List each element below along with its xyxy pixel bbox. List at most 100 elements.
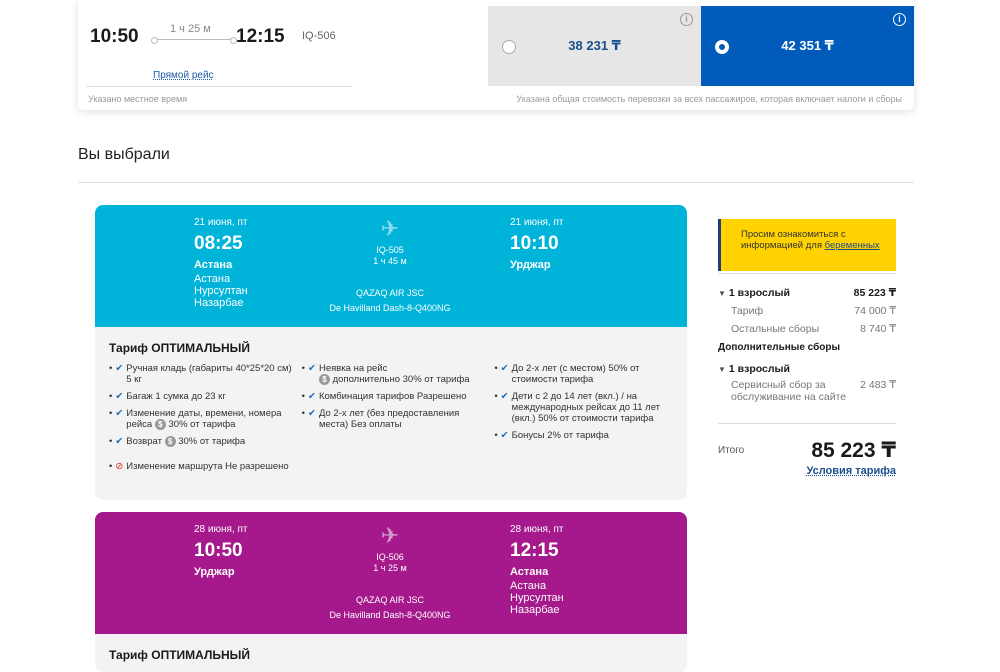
departure-column: 21 июня, пт 08:25 Астана Астана Нурсулта… [194,217,264,309]
divider [78,182,914,183]
flight-number: IQ-505 [376,245,404,255]
dollar-icon: $ [154,419,166,430]
check-icon: ✔ [308,408,316,419]
arrival-airport: Астана Нурсултан Назарбае [510,580,564,616]
check-icon: ✔ [115,436,124,447]
fare-price: 42 351 ₸ [781,38,834,53]
aircraft: De Havilland Dash-8-Q400NG [329,303,451,313]
fare-option-economy[interactable]: 38 231 ₸ i [488,6,701,86]
arrival-column: 21 июня, пт 10:10 Урджар [510,217,563,271]
departure-column: 28 июня, пт 10:50 Урджар [194,524,247,578]
divider [718,273,896,274]
direct-flight-link[interactable]: Прямой рейс [153,70,214,81]
flight-number: IQ-506 [302,30,336,42]
feature-item: • ✔ Комбинация тарифов Разрешено [301,391,467,402]
divider [718,423,896,424]
flight-number: IQ-506 [376,552,404,562]
departure-city: Астана [194,259,233,271]
departure-city: Урджар [194,566,235,578]
tariff-row: Тариф 74 000 ₸ [731,305,896,317]
departure-airport: Астана Нурсултан Назарбае [194,273,248,309]
feature-item: • ✔ Возврат $ 30% от тарифа [109,436,246,447]
departure-time: 10:50 [194,540,243,561]
flight-info: ✈ IQ-505 1 ч 45 м QAZAQ AIR JSC De Havil… [325,216,455,314]
fare-option-selected[interactable]: 42 351 ₸ i [701,6,914,86]
arrival-city: Урджар [510,259,551,271]
pregnancy-notice: Просим ознакомиться с информацией для бе… [718,219,896,271]
info-icon[interactable]: i [893,13,906,26]
tariff-title: Тариф ОПТИМАЛЬНЫЙ [109,648,251,662]
check-icon: ✔ [115,408,124,419]
feature-item: • ✔ Багаж 1 сумка до 23 кг [109,391,226,402]
feature-column: • ✔ До 2-х лет (с местом) 50% от стоимости… [494,363,677,478]
forbidden-icon: ⊘ [115,461,124,472]
price-breakdown: ▼ 1 взрослый 85 223 ₸ Тариф 74 000 ₸ Остал… [718,287,896,403]
check-icon: ✔ [500,430,509,441]
feature-item: • ✔ Бонусы 2% от тарифа [494,430,609,441]
feature-item: • ✔ Ручная кладь (габариты 40*25*20 см) 5 … [109,363,292,385]
airline: QAZAQ AIR JSC [355,595,424,605]
departure-date: 21 июня, пт [194,217,248,228]
flight-duration: 1 ч 25 м [373,563,407,573]
plane-icon: ✈ [380,216,400,241]
info-icon[interactable]: i [680,13,693,26]
departure-time: 08:25 [194,233,243,254]
total-label: Итого [718,445,745,456]
flight-info: ✈ IQ-506 1 ч 25 м QAZAQ AIR JSC De Havil… [325,524,455,621]
check-icon: ✔ [308,391,316,402]
fare-radio[interactable] [502,40,516,54]
tariff-conditions-link[interactable]: Условия тарифа [806,465,896,477]
tariff-features: • ✔ Ручная кладь (габариты 40*25*20 см) 5 … [109,363,677,478]
pregnancy-info-link[interactable]: беременных [824,240,880,251]
tariff-title: Тариф ОПТИМАЛЬНЫЙ [109,341,251,355]
feature-column: • ✔ Неявка на рейс $ дополнительно 30% от т… [302,363,485,478]
route-line [151,37,237,44]
fare-radio-selected[interactable] [715,40,729,54]
tariff-details: Тариф ОПТИМАЛЬНЫЙ • ✔ Ручная кладь (габари… [95,327,687,472]
dollar-icon: $ [318,374,330,385]
service-fee-row: Сервисный сбор за обслуживание на сайте 2… [731,379,896,403]
tariff-details: Тариф ОПТИМАЛЬНЫЙ [95,634,687,672]
arrival-date: 21 июня, пт [510,217,564,228]
chevron-down-icon: ▼ [718,365,726,374]
divider [86,86,352,87]
arrival-time: 10:10 [510,233,559,254]
airline: QAZAQ AIR JSC [355,288,424,298]
flight-times: 10:50 1 ч 25 м 12:15 [90,23,352,56]
feature-item: • ⊘ Изменение маршрута Не разрешено [109,461,289,472]
feature-item: • ✔ Изменение даты, времени, номера рейса … [109,408,282,430]
check-icon: ✔ [115,391,124,402]
section-title: Вы выбрали [78,146,170,163]
arrival-city: Астана [510,566,549,578]
feature-item: • ✔ Неявка на рейс $ дополнительно 30% от т… [301,363,470,385]
arrival-column: 28 июня, пт 12:15 Астана Астана Нурсулта… [510,524,580,616]
segment-header: 21 июня, пт 08:25 Астана Астана Нурсулта… [95,205,687,327]
arrival-date: 28 июня, пт [510,524,564,535]
check-icon: ✔ [500,363,509,374]
segment-header: 28 июня, пт 10:50 Урджар ✈ IQ-506 1 ч 25… [95,512,687,634]
extra-fees-title: Дополнительные сборы [718,342,841,353]
feature-column: • ✔ Ручная кладь (габариты 40*25*20 см) 5 … [109,363,292,478]
passenger-price: 85 223 ₸ [853,287,896,299]
arrival-time: 12:15 [236,26,285,47]
total-price: 85 223 ₸ [811,439,896,462]
aircraft: De Havilland Dash-8-Q400NG [329,610,451,620]
chevron-down-icon: ▼ [718,289,726,298]
feature-item: • ✔ Дети с 2 до 14 лет (вкл.) / на междуна… [494,391,661,424]
feature-item: • ✔ До 2-х лет (без предоставления места) … [301,408,460,430]
passenger-row[interactable]: ▼ 1 взрослый 85 223 ₸ [718,287,896,299]
check-icon: ✔ [115,363,124,374]
dollar-icon: $ [164,436,176,447]
arrival-time: 12:15 [510,540,559,561]
fare-price: 38 231 ₸ [568,38,621,53]
notice-text: Просим ознакомиться с информацией для [741,229,846,251]
segment-card-outbound: 21 июня, пт 08:25 Астана Астана Нурсулта… [95,205,687,500]
total-price-note: Указана общая стоимость перевозки за все… [516,94,902,104]
extra-passenger-row[interactable]: ▼ 1 взрослый [718,363,790,375]
fees-row: Остальные сборы 8 740 ₸ [731,323,896,335]
flight-duration: 1 ч 45 м [373,256,407,266]
flight-duration: 1 ч 25 м [170,23,211,35]
check-icon: ✔ [500,391,509,402]
feature-item: • ✔ До 2-х лет (с местом) 50% от стоимости… [494,363,640,385]
departure-date: 28 июня, пт [194,524,248,535]
